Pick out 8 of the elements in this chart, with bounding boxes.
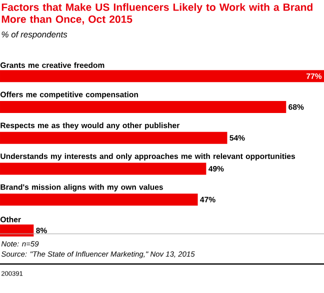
bar xyxy=(0,224,34,236)
bar xyxy=(0,162,206,175)
bar xyxy=(0,101,286,114)
chart-title: Factors that Make US Influencers Likely to Work with a Brand More than Once, Oct 2015 xyxy=(2,3,312,24)
bar xyxy=(0,132,228,144)
bar xyxy=(0,70,324,82)
chart-subtitle: % of respondents xyxy=(2,31,68,40)
bar xyxy=(0,194,198,206)
